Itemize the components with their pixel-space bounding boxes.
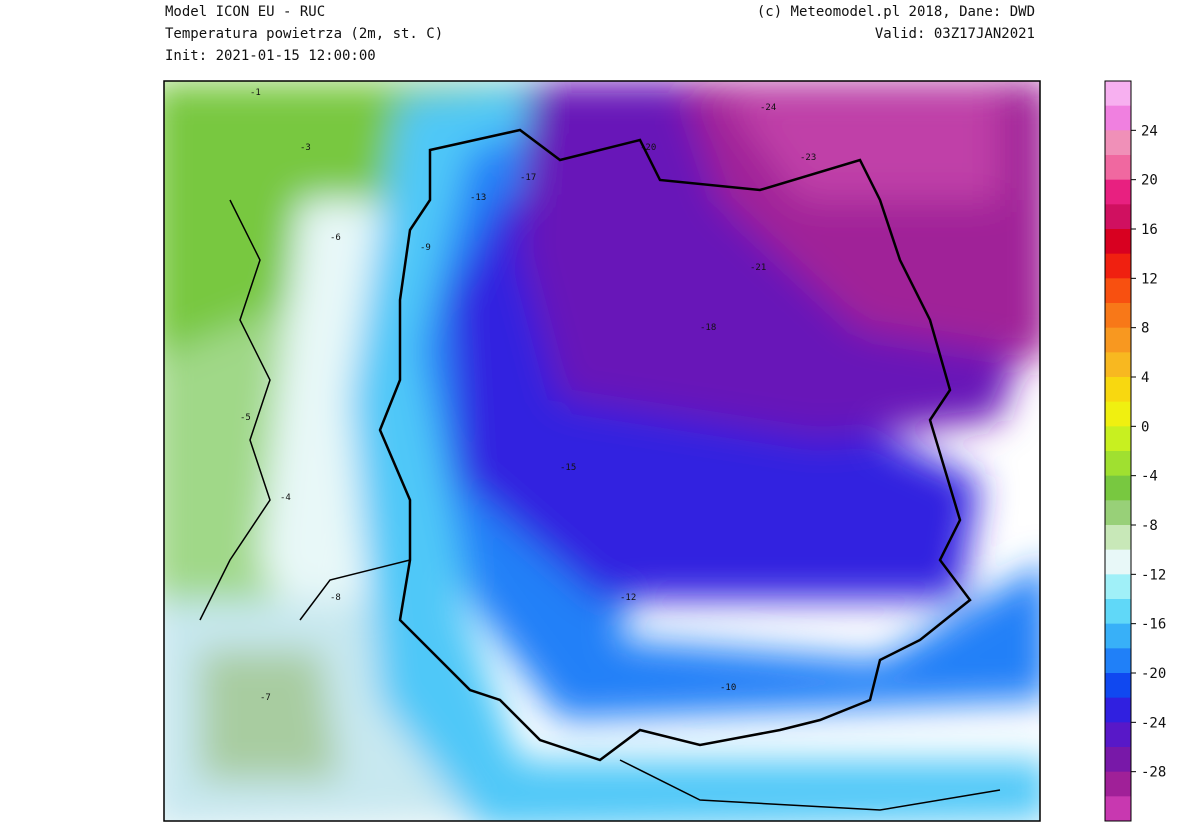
colorbar-segment <box>1105 352 1131 378</box>
colorbar-segment <box>1105 549 1131 575</box>
colorbar-segment <box>1105 179 1131 205</box>
temperature-field <box>164 81 1040 821</box>
colorbar-segment <box>1105 105 1131 131</box>
colorbar-segment <box>1105 426 1131 452</box>
colorbar-frame <box>1104 80 1132 822</box>
header-line: (c) Meteomodel.pl 2018, Dane: DWD <box>757 4 1035 20</box>
contour-label: -24 <box>760 103 776 113</box>
contour-label: -3 <box>300 143 311 153</box>
contour-label: -20 <box>640 143 656 153</box>
contour-label: -5 <box>240 413 251 423</box>
colorbar-segment <box>1105 574 1131 600</box>
colorbar-segment <box>1105 697 1131 723</box>
colorbar-segment <box>1105 796 1131 822</box>
contour-label: -21 <box>750 263 766 273</box>
colorbar-segment <box>1105 623 1131 649</box>
contour-label: -4 <box>280 493 291 503</box>
colorbar-label: 16 <box>1141 222 1158 238</box>
header-line: Temperatura powietrza (2m, st. C) <box>165 26 443 42</box>
colorbar-segment <box>1105 303 1131 329</box>
colorbar-label: 4 <box>1141 370 1149 386</box>
contour-label: -12 <box>620 593 636 603</box>
colorbar-label: 8 <box>1141 321 1149 337</box>
colorbar-label: -4 <box>1141 469 1158 485</box>
colorbar-segment <box>1105 722 1131 748</box>
colorbar-segment <box>1105 771 1131 797</box>
contour-label: -6 <box>330 233 341 243</box>
colorbar-segment <box>1105 278 1131 304</box>
colorbar-segment <box>1105 155 1131 181</box>
header-line: Valid: 03Z17JAN2021 <box>875 26 1035 42</box>
colorbar-segment <box>1105 130 1131 156</box>
colorbar-label: 24 <box>1141 123 1158 139</box>
colorbar-segment <box>1105 377 1131 403</box>
colorbar-segment <box>1105 229 1131 255</box>
colorbar-segment <box>1105 648 1131 674</box>
colorbar-segment <box>1105 673 1131 699</box>
colorbar-segment <box>1105 747 1131 773</box>
colorbar-label: 20 <box>1141 173 1158 189</box>
map-frame <box>163 80 1041 822</box>
colorbar-label: -24 <box>1141 715 1166 731</box>
colorbar-segment <box>1105 500 1131 526</box>
contour-label: -15 <box>560 463 576 473</box>
colorbar-segment <box>1105 204 1131 230</box>
colorbar-label: -12 <box>1141 567 1166 583</box>
contour-label: -9 <box>420 243 431 253</box>
country-border <box>378 128 972 762</box>
contour-label: -8 <box>330 593 341 603</box>
contour-label: -18 <box>700 323 716 333</box>
colorbar-segment <box>1105 81 1131 107</box>
colorbar: 24 20 16 12 8 4 0 -4 -8 -12 -16 -20 -24 -28 <box>1104 80 1166 822</box>
contour-label: -7 <box>260 693 271 703</box>
colorbar-label: 0 <box>1141 419 1149 435</box>
contour-label: -13 <box>470 193 486 203</box>
colorbar-segment <box>1105 401 1131 427</box>
header-line: Init: 2021-01-15 12:00:00 <box>165 48 376 64</box>
colorbar-segment <box>1105 525 1131 551</box>
contour-label: -1 <box>250 88 261 98</box>
colorbar-segment <box>1105 451 1131 477</box>
colorbar-label: -20 <box>1141 666 1166 682</box>
header-line: Model ICON EU - RUC <box>165 4 325 20</box>
border <box>199 199 1001 811</box>
colorbar-label: 12 <box>1141 271 1158 287</box>
colorbar-label: -16 <box>1141 617 1166 633</box>
colorbar-segment <box>1105 327 1131 353</box>
contour-label: -17 <box>520 173 536 183</box>
colorbar-label: -8 <box>1141 518 1158 534</box>
colorbar-segment <box>1105 253 1131 279</box>
contour-label: -23 <box>800 153 816 163</box>
map: -1 -3 -6 -9 -13 -17 -20 -23 -24 -21 -18 -15 -12 -10 -8… <box>164 81 1040 821</box>
colorbar-label: -28 <box>1141 765 1166 781</box>
colorbar-segment <box>1105 599 1131 625</box>
colorbar-segment <box>1105 475 1131 501</box>
contour-label: -10 <box>720 683 736 693</box>
